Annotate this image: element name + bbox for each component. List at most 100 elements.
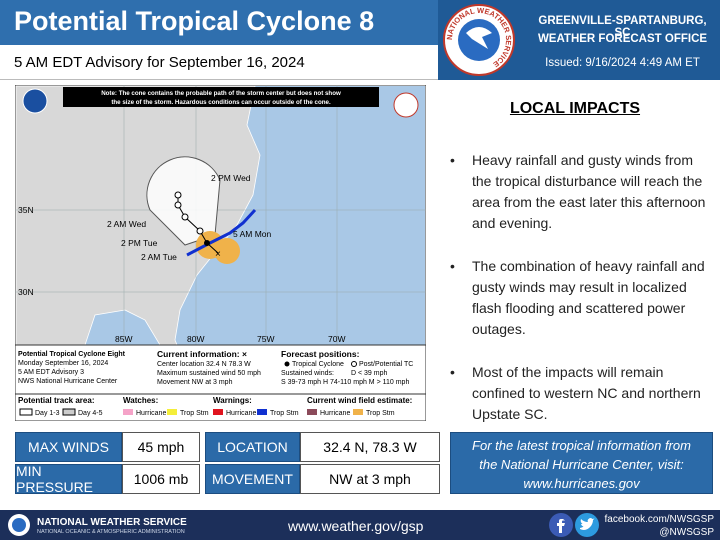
legend-text: Current wind field estimate:	[307, 396, 412, 405]
legend-text: Trop Stm	[366, 410, 395, 417]
logo-bolt	[466, 27, 492, 49]
legend-text: Monday September 16, 2024	[18, 360, 108, 367]
office-line1: GREENVILLE-SPARTANBURG, SC	[538, 15, 707, 39]
legend-text: S 39-73 mph H 74-110 mph M > 110 mph	[281, 379, 409, 386]
graticule	[15, 85, 426, 345]
lon-label: 75W	[257, 334, 274, 344]
legend-symbol	[213, 409, 223, 415]
nhc-box: For the latest tropical information from…	[450, 432, 713, 494]
subtitle: 5 AM EDT Advisory for September 16, 2024	[14, 54, 305, 71]
forecast-point	[196, 227, 204, 235]
impact-bullet: Heavy rainfall and gusty winds from the …	[446, 150, 708, 234]
legend-text: Current information: ×	[157, 349, 247, 359]
legend-symbol	[123, 409, 133, 415]
office-line2: WEATHER FORECAST OFFICE	[537, 33, 708, 45]
legend-text: Warnings:	[213, 396, 252, 405]
legend-text: Hurricane	[320, 410, 350, 417]
legend-text: Day 4-5	[78, 410, 103, 417]
impact-bullet: The combination of heavy rainfall and gu…	[446, 256, 708, 340]
impact-bullet: Most of the impacts will remain confined…	[446, 362, 708, 425]
legend-text: Post/Potential TC	[359, 361, 413, 368]
legend-text: Hurricane	[136, 410, 166, 417]
lon-label: 70W	[328, 334, 345, 344]
nhc-map: × 2 PM Wed 2 AM Wed 2 PM Tue 2 AM Tue 5 …	[15, 85, 426, 421]
legend-text: Trop Stm	[270, 410, 299, 417]
track-label: 2 AM Tue	[141, 252, 177, 262]
legend-text: Center location 32.4 N 78.3 W	[157, 361, 251, 368]
legend-text: D < 39 mph	[351, 370, 387, 377]
stat-label: LOCATION	[205, 432, 300, 462]
legend-symbol	[351, 361, 357, 367]
nhc-text: For the latest tropical information from	[472, 438, 691, 453]
noaa-logo	[22, 88, 48, 114]
track-label: 2 AM Wed	[107, 219, 146, 229]
parent-agency: NATIONAL OCEANIC & ATMOSPHERIC ADMINISTR…	[37, 529, 185, 535]
facebook[interactable]: facebook.com/NWSGSP	[604, 514, 714, 525]
legend-text: NWS National Hurricane Center	[18, 378, 118, 385]
twitter-glyph	[580, 518, 595, 530]
legend-text: Watches:	[123, 396, 158, 405]
legend-symbol	[284, 361, 290, 367]
legend-symbol	[307, 409, 317, 415]
social-icons	[549, 513, 599, 537]
agency: NATIONAL WEATHER SERVICE	[37, 517, 187, 528]
legend-text: Forecast positions:	[281, 349, 360, 359]
website[interactable]: www.weather.gov/gsp	[288, 518, 424, 534]
nws-map-logo	[393, 92, 419, 118]
note: the size of the storm. Hazardous conditi…	[111, 99, 331, 106]
logo-center	[12, 518, 26, 532]
footer: NATIONAL WEATHER SERVICE NATIONAL OCEANI…	[0, 510, 720, 540]
forecast-point	[181, 213, 189, 221]
lon-label: 85W	[115, 334, 132, 344]
nhc-text: the National Hurricane Center, visit:	[479, 457, 684, 472]
forecast-point	[174, 191, 182, 199]
stat-label: MIN PRESSURE	[15, 463, 122, 495]
twitter[interactable]: @NWSGSP	[659, 527, 714, 538]
nws-logo: NATIONAL WEATHER SERVICE	[443, 4, 515, 76]
current-position: ×	[215, 249, 221, 260]
office-panel: NATIONAL WEATHER SERVICE GREENVILLE-SPAR…	[438, 0, 720, 80]
facebook-glyph	[557, 519, 565, 533]
stat-value: NW at 3 mph	[300, 464, 440, 494]
note-box	[63, 87, 379, 107]
legend-symbol	[62, 408, 76, 416]
cone	[146, 156, 221, 246]
legend-text: Maximum sustained wind 50 mph	[157, 370, 261, 377]
note: Note: The cone contains the probable pat…	[101, 90, 341, 97]
legend-symbol	[167, 409, 177, 415]
legend-text: Sustained winds:	[281, 370, 334, 377]
forecast-point	[174, 201, 182, 209]
land	[15, 85, 261, 346]
track-label: 2 PM Tue	[121, 238, 158, 248]
legend-symbol	[257, 409, 267, 415]
stat-label: MAX WINDS	[15, 432, 122, 462]
track-label: 2 PM Wed	[211, 173, 251, 183]
lon-label: 80W	[187, 334, 204, 344]
legend-text: Hurricane	[226, 410, 256, 417]
impacts-title: LOCAL IMPACTS	[509, 100, 641, 117]
legend-text: Tropical Cyclone	[292, 361, 344, 368]
impacts-list: Heavy rainfall and gusty winds from the …	[446, 150, 708, 447]
subtitle-band: 5 AM EDT Advisory for September 16, 2024	[0, 45, 438, 80]
legend-text: Day 1-3	[35, 410, 60, 417]
legend-text: Potential track area:	[18, 396, 94, 405]
legend-text: Trop Stm	[180, 410, 209, 417]
lat-label: 35N	[18, 205, 34, 215]
stat-value: 45 mph	[122, 432, 200, 462]
legend-symbol	[353, 409, 363, 415]
stat-label: MOVEMENT	[205, 464, 300, 494]
stat-value: 32.4 N, 78.3 W	[300, 432, 440, 462]
legend-text: Movement NW at 3 mph	[157, 379, 233, 386]
forecast-point	[204, 240, 210, 246]
legend-symbol	[19, 408, 33, 416]
stat-value: 1006 mb	[122, 464, 200, 494]
track-label: 5 AM Mon	[233, 229, 272, 239]
title: Potential Tropical Cyclone 8	[14, 6, 375, 36]
nhc-link[interactable]: www.hurricanes.gov	[523, 476, 640, 491]
lat-label: 30N	[18, 287, 34, 297]
title-band: Potential Tropical Cyclone 8	[0, 0, 438, 45]
footer-logo	[8, 514, 30, 536]
legend-text: 5 AM EDT Advisory 3	[18, 369, 84, 376]
wind-field	[214, 238, 240, 264]
